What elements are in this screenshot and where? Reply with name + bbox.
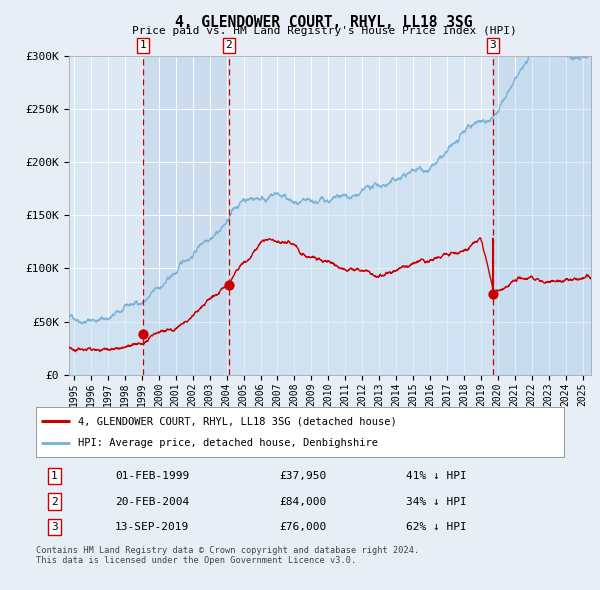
Text: HPI: Average price, detached house, Denbighshire: HPI: Average price, detached house, Denb…: [78, 438, 378, 448]
Point: [224, 281, 233, 290]
Text: 4, GLENDOWER COURT, RHYL, LL18 3SG: 4, GLENDOWER COURT, RHYL, LL18 3SG: [175, 15, 473, 30]
Text: 13-SEP-2019: 13-SEP-2019: [115, 522, 190, 532]
Text: 01-FEB-1999: 01-FEB-1999: [115, 471, 190, 481]
Bar: [143, 56, 229, 375]
Text: £84,000: £84,000: [279, 497, 326, 507]
Point: [139, 330, 148, 339]
Text: Price paid vs. HM Land Registry's House Price Index (HPI): Price paid vs. HM Land Registry's House …: [131, 26, 517, 36]
Text: Contains HM Land Registry data © Crown copyright and database right 2024.
This d: Contains HM Land Registry data © Crown c…: [36, 546, 419, 565]
Text: 3: 3: [51, 522, 58, 532]
Text: £76,000: £76,000: [279, 522, 326, 532]
Text: 3: 3: [490, 41, 496, 51]
Text: 41% ↓ HPI: 41% ↓ HPI: [406, 471, 466, 481]
Text: 2: 2: [226, 41, 232, 51]
Text: 1: 1: [51, 471, 58, 481]
Point: [488, 289, 497, 299]
Text: 4, GLENDOWER COURT, RHYL, LL18 3SG (detached house): 4, GLENDOWER COURT, RHYL, LL18 3SG (deta…: [78, 416, 397, 426]
Bar: [493, 56, 591, 375]
Text: 1: 1: [140, 41, 146, 51]
Text: 34% ↓ HPI: 34% ↓ HPI: [406, 497, 466, 507]
Text: 2: 2: [51, 497, 58, 507]
Text: 20-FEB-2004: 20-FEB-2004: [115, 497, 190, 507]
Text: 62% ↓ HPI: 62% ↓ HPI: [406, 522, 466, 532]
Text: £37,950: £37,950: [279, 471, 326, 481]
